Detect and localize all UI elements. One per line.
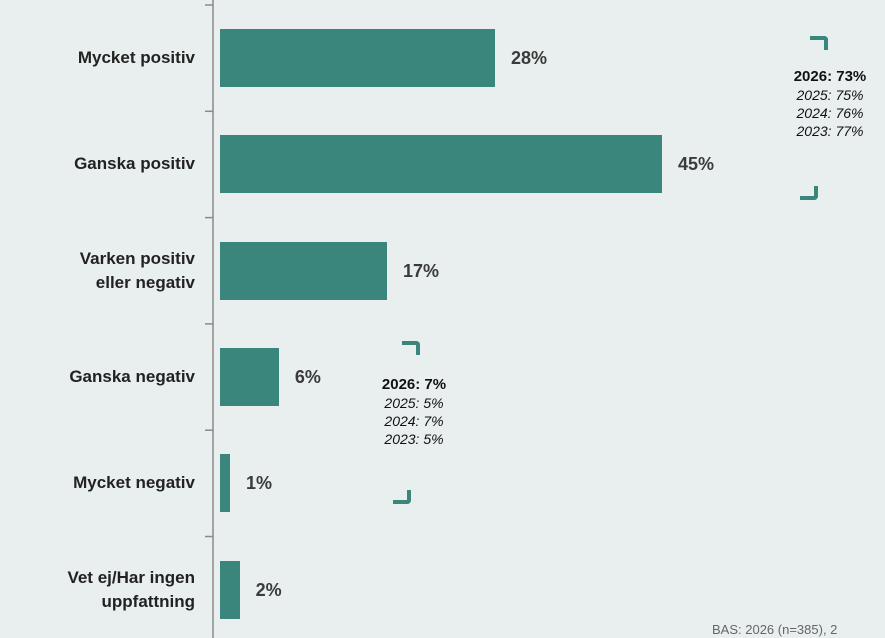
bar-value-label: 28% [511,48,548,68]
footnote: BAS: 2026 (n=385), 2 [712,622,838,637]
y-axis-ticks [205,4,213,538]
bar [220,29,496,87]
annotation-positive-2023: 2023: 77% [796,123,864,139]
bar [220,347,279,406]
category-label: Varken positiv eller negativ [79,248,195,292]
bar-value-label: 2% [255,579,282,600]
category-label: Ganska positiv [74,154,195,174]
annotation-negative-2024: 2024: 7% [384,413,444,429]
bar-value-label: 17% [402,260,439,281]
bar [220,135,662,194]
bar [220,241,387,300]
annotation-negative-2025: 2025: 5% [384,395,444,411]
category-label: Vet ej/Har ingen uppfattning [67,567,195,611]
annotation-bracket-bottom-positive [800,186,818,200]
bar [220,560,240,619]
annotation-negative: 2026: 7% 2025: 5% 2024: 7% 2023: 5% [354,376,474,448]
bar-value-label: 45% [678,154,715,175]
category-label: Mycket negativ [73,473,195,493]
annotation-bracket-top-positive [810,36,828,50]
category-label: Mycket positiv [77,48,195,67]
bar [220,454,230,513]
annotation-negative-2023: 2023: 5% [384,431,444,447]
bar-value-label: 6% [294,366,321,387]
bar-value-label: 1% [246,473,273,494]
annotation-positive-main: 2026: 73% [793,68,867,85]
annotation-bracket-top-negative [402,341,420,355]
annotation-negative-main: 2026: 7% [381,376,447,393]
category-label: Ganska negativ [69,366,195,386]
annotation-bracket-bottom-negative [393,490,411,504]
annotation-positive-2025: 2025: 75% [796,87,864,103]
annotation-positive: 2026: 73% 2025: 75% 2024: 76% 2023: 77% [770,68,885,140]
annotation-positive-2024: 2024: 76% [796,105,864,121]
